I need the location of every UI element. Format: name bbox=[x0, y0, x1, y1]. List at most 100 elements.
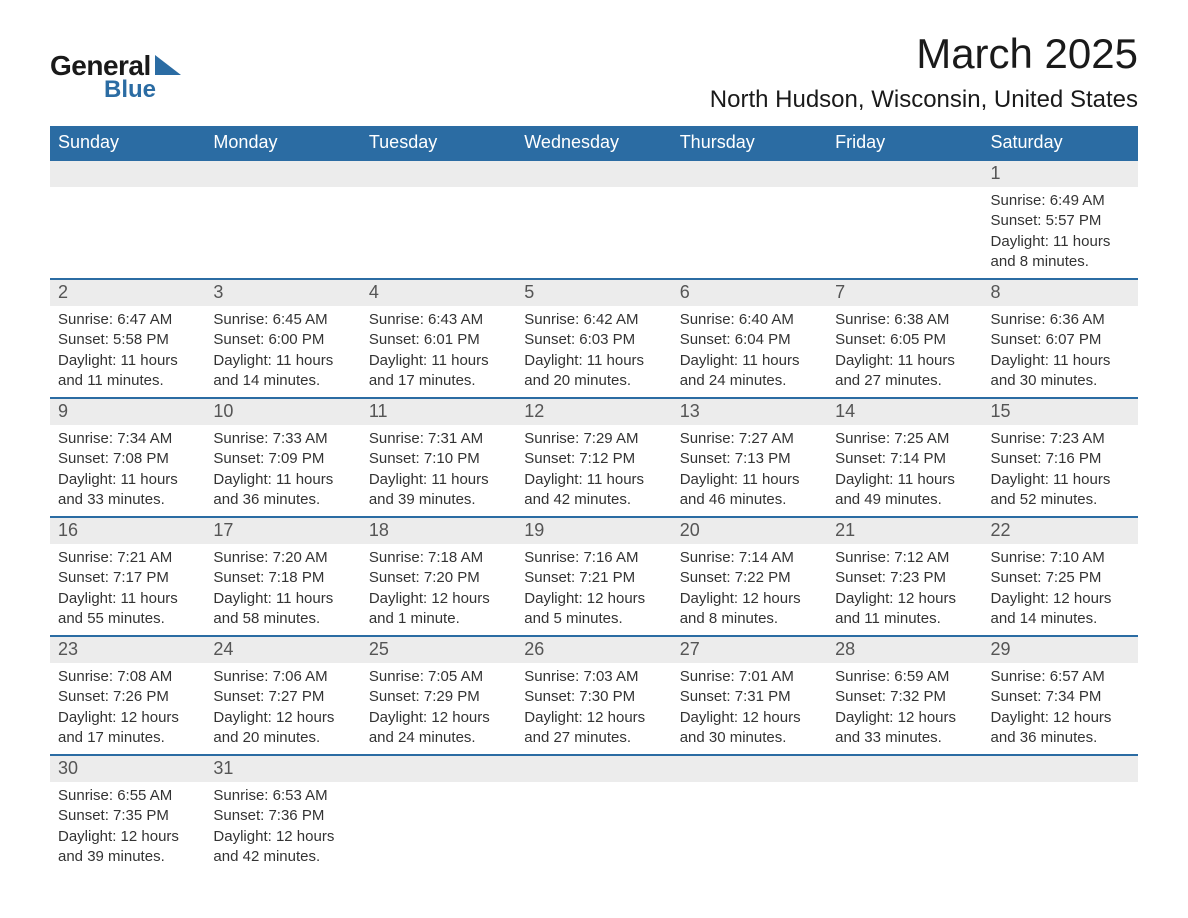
day-body-cell bbox=[827, 187, 982, 279]
day-number bbox=[361, 756, 516, 782]
day-body-cell: Sunrise: 6:40 AMSunset: 6:04 PMDaylight:… bbox=[672, 306, 827, 398]
day-body-cell bbox=[50, 187, 205, 279]
day-body-cell: Sunrise: 7:34 AMSunset: 7:08 PMDaylight:… bbox=[50, 425, 205, 517]
day-body-cell: Sunrise: 6:49 AMSunset: 5:57 PMDaylight:… bbox=[983, 187, 1138, 279]
day-num-cell: 7 bbox=[827, 279, 982, 306]
day-num-cell: 29 bbox=[983, 636, 1138, 663]
day-body-cell bbox=[361, 187, 516, 279]
sunset-text: Sunset: 6:05 PM bbox=[835, 330, 974, 350]
day-body: Sunrise: 7:03 AMSunset: 7:30 PMDaylight:… bbox=[516, 663, 671, 754]
day-body: Sunrise: 6:53 AMSunset: 7:36 PMDaylight:… bbox=[205, 782, 360, 873]
sunset-text: Sunset: 5:58 PM bbox=[58, 330, 197, 350]
day-body: Sunrise: 6:36 AMSunset: 6:07 PMDaylight:… bbox=[983, 306, 1138, 397]
day-num-cell bbox=[50, 160, 205, 187]
day-body bbox=[672, 782, 827, 842]
day-num-cell bbox=[361, 755, 516, 782]
daylight-text: Daylight: 11 hours and 14 minutes. bbox=[213, 351, 352, 392]
day-number: 3 bbox=[205, 280, 360, 306]
day-body-cell: Sunrise: 7:23 AMSunset: 7:16 PMDaylight:… bbox=[983, 425, 1138, 517]
sunrise-text: Sunrise: 6:57 AM bbox=[991, 667, 1130, 687]
header: General Blue March 2025 North Hudson, Wi… bbox=[50, 30, 1138, 114]
day-num-cell: 17 bbox=[205, 517, 360, 544]
day-number: 10 bbox=[205, 399, 360, 425]
day-number bbox=[827, 756, 982, 782]
day-number: 1 bbox=[983, 161, 1138, 187]
day-body: Sunrise: 6:43 AMSunset: 6:01 PMDaylight:… bbox=[361, 306, 516, 397]
sunrise-text: Sunrise: 7:06 AM bbox=[213, 667, 352, 687]
daylight-text: Daylight: 12 hours and 11 minutes. bbox=[835, 589, 974, 630]
sunset-text: Sunset: 7:30 PM bbox=[524, 687, 663, 707]
daylight-text: Daylight: 11 hours and 8 minutes. bbox=[991, 232, 1130, 273]
sunset-text: Sunset: 7:31 PM bbox=[680, 687, 819, 707]
day-body bbox=[205, 187, 360, 247]
week-body-row: Sunrise: 6:49 AMSunset: 5:57 PMDaylight:… bbox=[50, 187, 1138, 279]
day-body-cell: Sunrise: 7:27 AMSunset: 7:13 PMDaylight:… bbox=[672, 425, 827, 517]
week-num-row: 3031 bbox=[50, 755, 1138, 782]
sunset-text: Sunset: 7:17 PM bbox=[58, 568, 197, 588]
day-number bbox=[516, 756, 671, 782]
day-num-cell bbox=[672, 160, 827, 187]
day-number bbox=[516, 161, 671, 187]
day-body-cell bbox=[827, 782, 982, 873]
sunset-text: Sunset: 7:12 PM bbox=[524, 449, 663, 469]
daylight-text: Daylight: 11 hours and 46 minutes. bbox=[680, 470, 819, 511]
week-num-row: 2345678 bbox=[50, 279, 1138, 306]
week-body-row: Sunrise: 7:08 AMSunset: 7:26 PMDaylight:… bbox=[50, 663, 1138, 755]
daylight-text: Daylight: 11 hours and 52 minutes. bbox=[991, 470, 1130, 511]
day-body-cell: Sunrise: 6:55 AMSunset: 7:35 PMDaylight:… bbox=[50, 782, 205, 873]
day-body: Sunrise: 6:47 AMSunset: 5:58 PMDaylight:… bbox=[50, 306, 205, 397]
week-num-row: 1 bbox=[50, 160, 1138, 187]
day-number: 30 bbox=[50, 756, 205, 782]
day-num-cell: 6 bbox=[672, 279, 827, 306]
daylight-text: Daylight: 12 hours and 17 minutes. bbox=[58, 708, 197, 749]
day-num-cell: 10 bbox=[205, 398, 360, 425]
day-body: Sunrise: 7:23 AMSunset: 7:16 PMDaylight:… bbox=[983, 425, 1138, 516]
day-num-cell: 11 bbox=[361, 398, 516, 425]
daylight-text: Daylight: 12 hours and 42 minutes. bbox=[213, 827, 352, 868]
sunrise-text: Sunrise: 7:31 AM bbox=[369, 429, 508, 449]
day-header: Friday bbox=[827, 126, 982, 160]
sunrise-text: Sunrise: 6:43 AM bbox=[369, 310, 508, 330]
day-num-cell: 27 bbox=[672, 636, 827, 663]
sunset-text: Sunset: 7:32 PM bbox=[835, 687, 974, 707]
day-number: 14 bbox=[827, 399, 982, 425]
day-body-cell: Sunrise: 6:53 AMSunset: 7:36 PMDaylight:… bbox=[205, 782, 360, 873]
sunset-text: Sunset: 7:13 PM bbox=[680, 449, 819, 469]
day-num-cell bbox=[361, 160, 516, 187]
day-num-cell: 15 bbox=[983, 398, 1138, 425]
day-body bbox=[516, 187, 671, 247]
sunset-text: Sunset: 6:04 PM bbox=[680, 330, 819, 350]
day-number bbox=[672, 161, 827, 187]
daylight-text: Daylight: 12 hours and 24 minutes. bbox=[369, 708, 508, 749]
day-body bbox=[827, 782, 982, 842]
day-number: 15 bbox=[983, 399, 1138, 425]
day-body-cell bbox=[516, 187, 671, 279]
day-body: Sunrise: 7:08 AMSunset: 7:26 PMDaylight:… bbox=[50, 663, 205, 754]
sunrise-text: Sunrise: 6:40 AM bbox=[680, 310, 819, 330]
day-num-cell: 5 bbox=[516, 279, 671, 306]
day-num-cell: 13 bbox=[672, 398, 827, 425]
sunset-text: Sunset: 7:22 PM bbox=[680, 568, 819, 588]
sunset-text: Sunset: 7:21 PM bbox=[524, 568, 663, 588]
day-body-cell bbox=[361, 782, 516, 873]
day-body: Sunrise: 7:06 AMSunset: 7:27 PMDaylight:… bbox=[205, 663, 360, 754]
daylight-text: Daylight: 11 hours and 55 minutes. bbox=[58, 589, 197, 630]
day-body: Sunrise: 6:59 AMSunset: 7:32 PMDaylight:… bbox=[827, 663, 982, 754]
week-body-row: Sunrise: 7:34 AMSunset: 7:08 PMDaylight:… bbox=[50, 425, 1138, 517]
sunrise-text: Sunrise: 7:01 AM bbox=[680, 667, 819, 687]
day-body: Sunrise: 7:01 AMSunset: 7:31 PMDaylight:… bbox=[672, 663, 827, 754]
daylight-text: Daylight: 12 hours and 36 minutes. bbox=[991, 708, 1130, 749]
day-body bbox=[361, 782, 516, 842]
day-body-cell: Sunrise: 7:14 AMSunset: 7:22 PMDaylight:… bbox=[672, 544, 827, 636]
sunrise-text: Sunrise: 7:20 AM bbox=[213, 548, 352, 568]
day-num-cell: 20 bbox=[672, 517, 827, 544]
day-num-cell: 4 bbox=[361, 279, 516, 306]
day-num-cell: 22 bbox=[983, 517, 1138, 544]
sunrise-text: Sunrise: 6:59 AM bbox=[835, 667, 974, 687]
day-num-cell: 28 bbox=[827, 636, 982, 663]
day-body-cell: Sunrise: 7:25 AMSunset: 7:14 PMDaylight:… bbox=[827, 425, 982, 517]
day-header: Wednesday bbox=[516, 126, 671, 160]
day-number: 18 bbox=[361, 518, 516, 544]
day-number: 5 bbox=[516, 280, 671, 306]
day-body-cell: Sunrise: 6:47 AMSunset: 5:58 PMDaylight:… bbox=[50, 306, 205, 398]
